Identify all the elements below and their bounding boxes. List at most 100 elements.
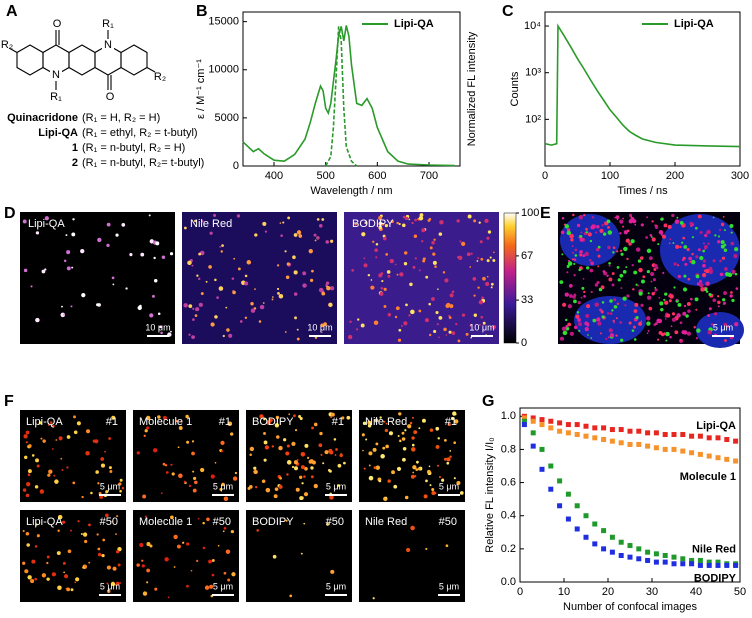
signal-dot bbox=[27, 473, 31, 477]
y-tick-label: 0.6 bbox=[501, 476, 516, 488]
signal-dot bbox=[657, 243, 660, 246]
signal-dot bbox=[725, 272, 730, 277]
y-tick-label: 15000 bbox=[208, 16, 239, 28]
compound-substituents: (R₁ = n-butyl, R₂= t-butyl) bbox=[82, 157, 204, 169]
signal-dot bbox=[484, 218, 489, 224]
signal-dot bbox=[607, 245, 611, 250]
signal-dot bbox=[586, 304, 591, 309]
signal-dot bbox=[307, 456, 310, 459]
signal-dot bbox=[223, 496, 229, 502]
signal-dot bbox=[196, 559, 199, 562]
signal-dot bbox=[276, 287, 280, 291]
micrograph bbox=[246, 410, 352, 502]
signal-dot bbox=[469, 266, 472, 268]
signal-dot bbox=[665, 331, 670, 337]
signal-dot bbox=[223, 526, 227, 530]
signal-dot bbox=[162, 415, 167, 421]
signal-dot bbox=[567, 264, 570, 267]
signal-dot bbox=[320, 453, 323, 456]
signal-dot bbox=[582, 254, 586, 258]
signal-dot bbox=[146, 581, 149, 584]
signal-dot bbox=[653, 267, 657, 271]
signal-dot bbox=[296, 328, 299, 331]
signal-dot bbox=[217, 544, 220, 547]
signal-dot bbox=[675, 298, 679, 302]
signal-dot bbox=[632, 325, 636, 329]
signal-dot bbox=[409, 421, 413, 425]
signal-dot bbox=[421, 418, 426, 423]
signal-dot bbox=[225, 549, 231, 554]
signal-dot bbox=[227, 421, 233, 427]
signal-dot bbox=[108, 466, 112, 470]
point bbox=[662, 432, 668, 438]
signal-dot bbox=[421, 240, 424, 243]
signal-dot bbox=[107, 589, 111, 593]
signal-dot bbox=[630, 239, 635, 244]
signal-dot bbox=[106, 222, 111, 227]
signal-dot bbox=[646, 321, 651, 326]
signal-dot bbox=[125, 287, 128, 290]
signal-dot bbox=[470, 336, 473, 339]
signal-dot bbox=[578, 268, 582, 272]
signal-dot bbox=[222, 334, 225, 338]
signal-dot bbox=[385, 422, 388, 425]
signal-dot bbox=[244, 274, 248, 278]
signal-dot bbox=[688, 256, 692, 261]
signal-dot bbox=[30, 579, 35, 584]
signal-dot bbox=[381, 280, 384, 283]
signal-dot bbox=[449, 455, 452, 458]
signal-dot bbox=[198, 277, 201, 281]
signal-dot bbox=[337, 484, 340, 487]
signal-dot bbox=[173, 534, 178, 540]
signal-dot bbox=[111, 276, 115, 280]
signal-dot bbox=[117, 546, 122, 552]
x-tick-label: 500 bbox=[316, 170, 334, 182]
signal-dot bbox=[585, 313, 590, 318]
compound-name: 1 bbox=[72, 142, 78, 154]
y-tick-label: 0.4 bbox=[501, 510, 516, 522]
point bbox=[539, 422, 545, 428]
signal-dot bbox=[639, 256, 644, 260]
signal-dot bbox=[303, 492, 309, 497]
panel-letter: D bbox=[4, 205, 16, 222]
signal-dot bbox=[677, 302, 682, 307]
signal-dot bbox=[723, 243, 727, 247]
signal-dot bbox=[335, 448, 338, 451]
signal-dot bbox=[279, 222, 282, 224]
image-label: Molecule 1 bbox=[139, 516, 192, 528]
signal-dot bbox=[579, 250, 583, 254]
signal-dot bbox=[721, 256, 726, 260]
signal-dot bbox=[691, 236, 695, 239]
signal-dot bbox=[51, 424, 55, 428]
signal-dot bbox=[31, 559, 36, 564]
signal-dot bbox=[373, 466, 377, 470]
signal-dot bbox=[255, 485, 258, 489]
signal-dot bbox=[195, 308, 199, 312]
signal-dot bbox=[640, 223, 644, 227]
signal-dot bbox=[578, 322, 583, 327]
signal-dot bbox=[597, 265, 600, 268]
signal-dot bbox=[704, 233, 708, 238]
signal-dot bbox=[295, 487, 300, 492]
signal-dot bbox=[141, 564, 145, 568]
signal-dot bbox=[432, 260, 437, 265]
nucleus bbox=[560, 214, 620, 266]
signal-dot bbox=[202, 546, 206, 550]
signal-dot bbox=[49, 421, 53, 424]
signal-dot bbox=[615, 317, 618, 320]
signal-dot bbox=[286, 444, 290, 448]
signal-dot bbox=[674, 330, 679, 335]
signal-dot bbox=[86, 429, 91, 434]
signal-dot bbox=[583, 290, 586, 294]
signal-dot bbox=[153, 256, 156, 260]
signal-dot bbox=[577, 300, 581, 305]
signal-dot bbox=[36, 464, 40, 468]
signal-dot bbox=[121, 223, 126, 227]
point bbox=[645, 557, 651, 563]
point bbox=[697, 557, 703, 563]
point bbox=[636, 441, 642, 447]
signal-dot bbox=[591, 216, 595, 219]
signal-dot bbox=[448, 330, 452, 334]
signal-dot bbox=[433, 329, 437, 334]
colorbar-label: 100 bbox=[521, 207, 539, 219]
